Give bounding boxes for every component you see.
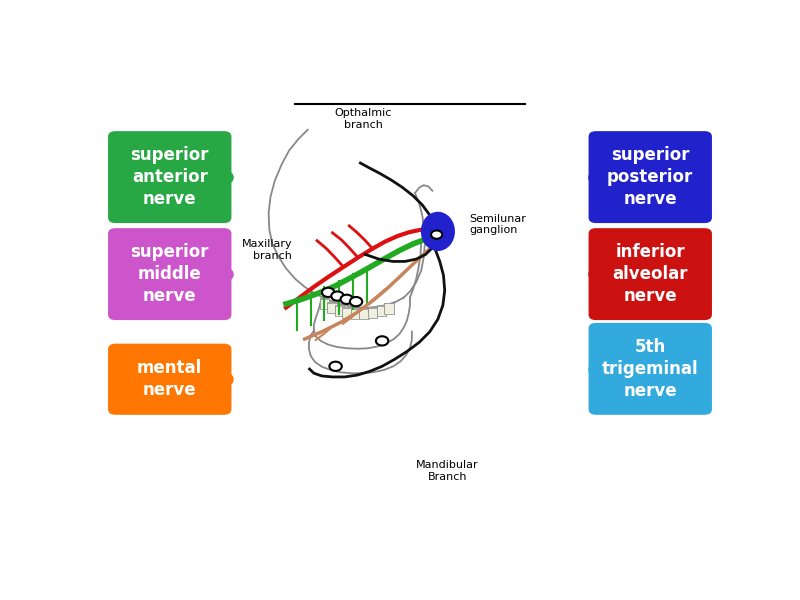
FancyBboxPatch shape (359, 308, 369, 318)
FancyBboxPatch shape (334, 305, 344, 315)
FancyBboxPatch shape (377, 305, 386, 315)
FancyBboxPatch shape (384, 304, 394, 314)
Text: Opthalmic
branch: Opthalmic branch (335, 108, 392, 130)
Circle shape (431, 230, 442, 239)
FancyBboxPatch shape (342, 308, 351, 318)
FancyBboxPatch shape (589, 131, 712, 223)
Circle shape (330, 362, 342, 371)
Text: superior
anterior
nerve: superior anterior nerve (130, 146, 209, 208)
FancyBboxPatch shape (327, 302, 337, 313)
Text: Maxillary
branch: Maxillary branch (242, 239, 292, 260)
Text: superior
posterior
nerve: superior posterior nerve (607, 146, 694, 208)
FancyBboxPatch shape (108, 228, 231, 320)
FancyBboxPatch shape (384, 302, 394, 313)
FancyBboxPatch shape (350, 308, 360, 318)
FancyBboxPatch shape (108, 344, 231, 415)
Text: Mandibular
Branch: Mandibular Branch (416, 460, 478, 482)
FancyBboxPatch shape (342, 307, 351, 317)
Circle shape (331, 292, 344, 301)
FancyBboxPatch shape (350, 309, 360, 319)
Circle shape (350, 297, 362, 306)
Ellipse shape (421, 212, 455, 251)
Circle shape (341, 295, 353, 304)
FancyBboxPatch shape (368, 307, 378, 317)
Text: inferior
alveolar
nerve: inferior alveolar nerve (613, 243, 688, 305)
FancyBboxPatch shape (589, 323, 712, 415)
Text: mental
nerve: mental nerve (137, 359, 202, 400)
Circle shape (322, 288, 334, 297)
FancyBboxPatch shape (108, 131, 231, 223)
FancyBboxPatch shape (334, 306, 344, 316)
FancyBboxPatch shape (320, 298, 329, 308)
Circle shape (376, 336, 388, 346)
FancyBboxPatch shape (320, 299, 329, 309)
Text: Semilunar
ganglion: Semilunar ganglion (469, 214, 526, 235)
FancyBboxPatch shape (368, 308, 378, 318)
FancyBboxPatch shape (377, 306, 386, 316)
Text: superior
middle
nerve: superior middle nerve (130, 243, 209, 305)
FancyBboxPatch shape (589, 228, 712, 320)
FancyBboxPatch shape (359, 309, 369, 319)
FancyBboxPatch shape (327, 302, 337, 312)
Text: 5th
trigeminal
nerve: 5th trigeminal nerve (602, 338, 698, 400)
